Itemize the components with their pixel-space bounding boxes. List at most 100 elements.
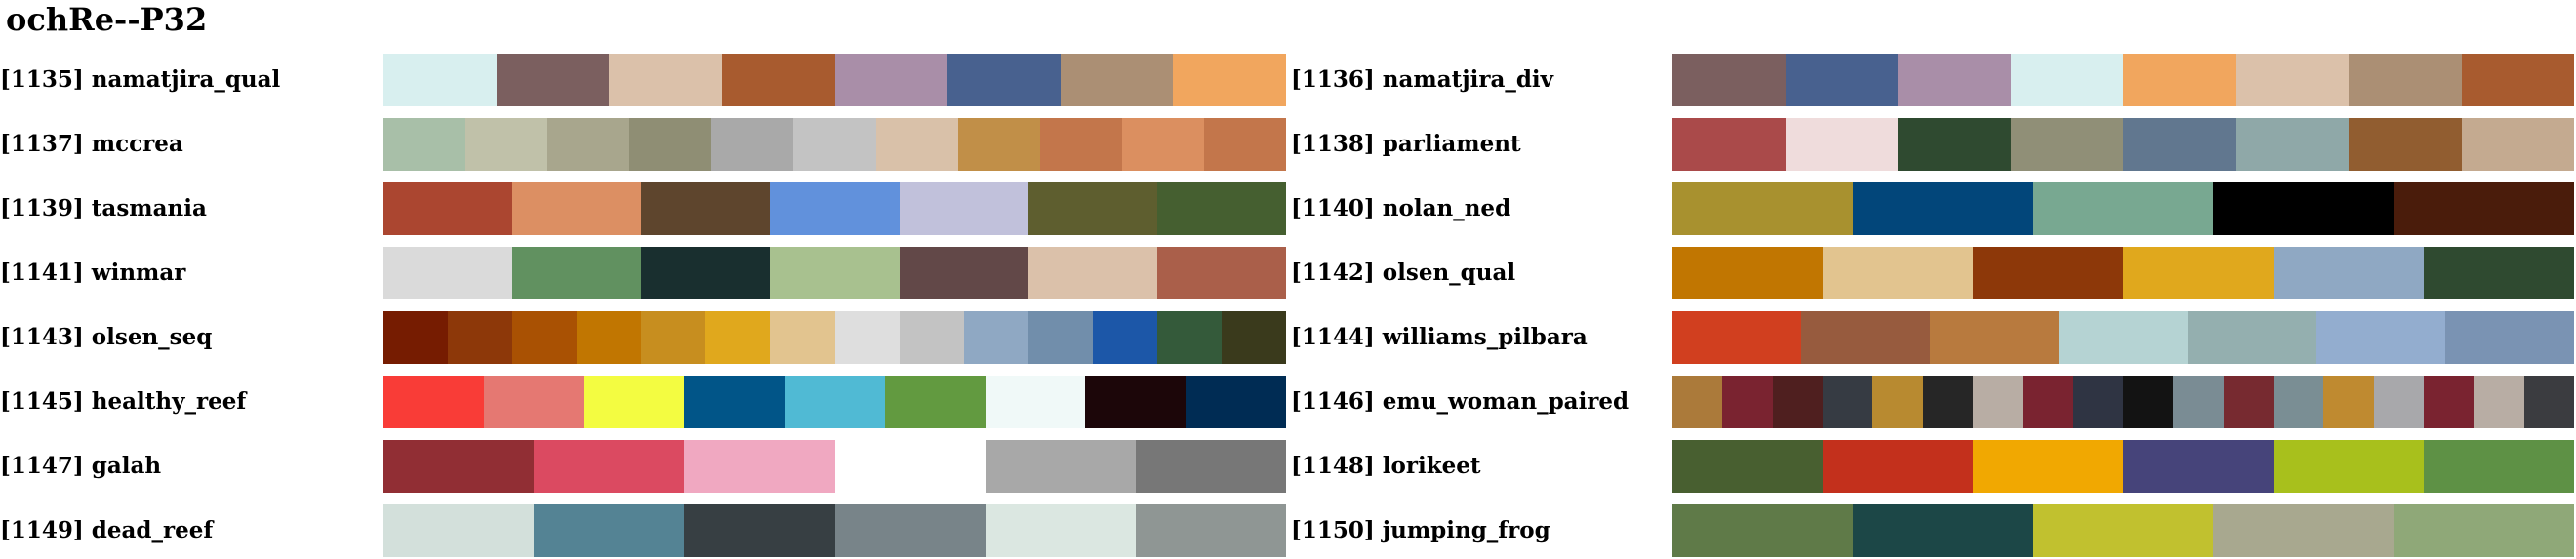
color-swatch (448, 311, 513, 364)
color-swatch (584, 376, 685, 428)
color-swatch (2123, 118, 2236, 171)
palette-bar (383, 440, 1287, 493)
color-swatch (2445, 311, 2574, 364)
color-swatch (2424, 440, 2574, 493)
color-swatch (1722, 376, 1773, 428)
color-swatch (834, 311, 900, 364)
palette-label: [1145] healthy_reef (0, 388, 247, 415)
palette-label: [1144] williams_pilbara (1291, 324, 1588, 350)
palette-label: [1135] namatjira_qual (0, 66, 281, 93)
color-swatch (2173, 376, 2224, 428)
color-swatch (2274, 440, 2424, 493)
color-swatch (496, 54, 610, 106)
palette-label: [1142] olsen_qual (1291, 260, 1516, 286)
color-swatch (2316, 311, 2445, 364)
color-swatch (1852, 504, 2033, 557)
color-swatch (2023, 376, 2073, 428)
color-swatch (383, 182, 513, 235)
palette-bar (383, 504, 1287, 557)
palette-bar (383, 247, 1286, 299)
color-swatch (2073, 376, 2123, 428)
color-swatch (985, 504, 1136, 557)
palette-label: [1140] nolan_ned (1291, 195, 1511, 221)
color-swatch (899, 311, 964, 364)
color-swatch (2123, 247, 2274, 299)
color-swatch (2033, 504, 2214, 557)
color-swatch (2235, 54, 2349, 106)
color-swatch (1772, 376, 1823, 428)
color-swatch (2461, 54, 2574, 106)
palette-bar (1672, 182, 2574, 235)
color-swatch (684, 440, 835, 493)
palette-bar (383, 376, 1287, 428)
color-swatch (465, 118, 548, 171)
color-swatch (985, 440, 1136, 493)
color-swatch (1027, 247, 1157, 299)
color-swatch (1922, 376, 1973, 428)
color-swatch (1672, 182, 1853, 235)
color-swatch (957, 118, 1040, 171)
palette-label: [1136] namatjira_div (1291, 66, 1554, 93)
color-swatch (1222, 311, 1287, 364)
color-swatch (834, 440, 986, 493)
color-swatch (2394, 504, 2574, 557)
color-swatch (1092, 311, 1157, 364)
color-swatch (383, 54, 497, 106)
color-swatch (641, 182, 771, 235)
color-swatch (2223, 376, 2274, 428)
color-swatch (875, 118, 958, 171)
color-swatch (1173, 54, 1286, 106)
color-swatch (2123, 440, 2274, 493)
palette-bar (1672, 54, 2574, 106)
palette-label: [1139] tasmania (0, 195, 207, 221)
color-swatch (609, 54, 722, 106)
palette-bar (1672, 118, 2574, 171)
color-swatch (785, 376, 885, 428)
color-swatch (1672, 440, 1823, 493)
color-swatch (793, 118, 876, 171)
color-swatch (1822, 376, 1873, 428)
color-swatch (1186, 376, 1287, 428)
color-swatch (884, 376, 986, 428)
color-swatch (1156, 311, 1223, 364)
color-swatch (383, 440, 535, 493)
color-swatch (2213, 182, 2395, 235)
color-swatch (629, 118, 712, 171)
color-swatch (2122, 376, 2174, 428)
color-swatch (483, 376, 584, 428)
color-swatch (1060, 54, 1174, 106)
color-swatch (2010, 118, 2123, 171)
page-title: ochRe--P32 (6, 1, 208, 38)
palette-bar (383, 54, 1286, 106)
color-swatch (947, 54, 1061, 106)
color-swatch (512, 311, 578, 364)
color-swatch (1972, 376, 2024, 428)
color-swatch (1672, 376, 1723, 428)
palette-bar (383, 311, 1287, 364)
color-swatch (2059, 311, 2188, 364)
palette-bar (1672, 311, 2574, 364)
color-swatch (770, 247, 900, 299)
color-swatch (684, 376, 785, 428)
color-swatch (1898, 54, 2011, 106)
color-swatch (1852, 182, 2033, 235)
palette-label: [1138] parliament (1291, 131, 1521, 157)
color-swatch (2349, 118, 2462, 171)
color-swatch (1672, 247, 1823, 299)
color-swatch (1973, 247, 2123, 299)
color-swatch (1785, 54, 1898, 106)
color-swatch (1823, 247, 1973, 299)
color-swatch (1672, 311, 1801, 364)
color-swatch (2423, 376, 2475, 428)
color-swatch (2394, 182, 2574, 235)
color-swatch (512, 247, 642, 299)
color-swatch (770, 311, 835, 364)
color-swatch (641, 311, 706, 364)
color-swatch (1801, 311, 1930, 364)
color-swatch (1156, 182, 1286, 235)
color-swatch (1672, 118, 1786, 171)
color-swatch (577, 311, 642, 364)
palette-bar (1672, 247, 2574, 299)
color-swatch (2123, 54, 2236, 106)
color-swatch (1039, 118, 1122, 171)
